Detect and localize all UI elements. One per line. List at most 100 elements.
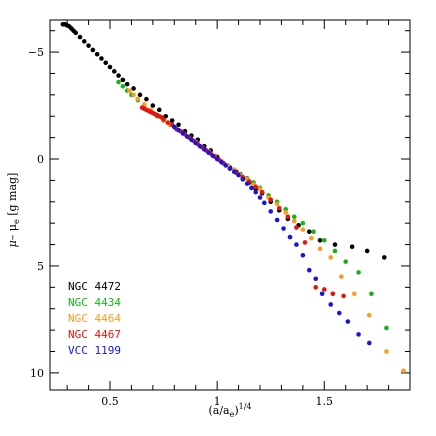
data-point [328, 255, 334, 260]
data-point [311, 229, 316, 235]
y-tick-label: 0 [37, 153, 44, 166]
data-point [341, 293, 346, 299]
data-point [150, 103, 156, 108]
data-points [60, 21, 406, 374]
series-vcc-1199 [171, 124, 372, 346]
y-axis-label-units: [g mag] [6, 173, 19, 220]
data-point [366, 340, 372, 346]
data-point [339, 274, 344, 279]
data-point [343, 259, 349, 264]
data-point [94, 51, 100, 57]
legend-entry: NGC 4467 [68, 328, 121, 341]
data-point [116, 73, 121, 78]
legend-entry: NGC 4434 [68, 296, 121, 309]
data-point [291, 218, 297, 224]
data-point [244, 181, 250, 186]
series-ngc-4472 [60, 21, 387, 260]
data-point [321, 287, 327, 292]
data-point [300, 220, 306, 226]
data-point [356, 332, 361, 337]
data-point [356, 270, 361, 275]
x-axis-label: (a/ae)1/4 [208, 402, 251, 419]
data-point [137, 92, 143, 98]
data-point [120, 84, 126, 89]
data-point [259, 189, 265, 195]
y-tick-labels: −5 0 5 10 [28, 46, 44, 380]
data-point [300, 227, 306, 232]
data-point [176, 122, 181, 128]
svg-text:μ– μe [g mag]: μ– μe [g mag] [6, 173, 21, 248]
legend-entry: NGC 4464 [68, 312, 121, 325]
data-point [197, 143, 203, 149]
x-axis-label-base: (a/a [208, 404, 230, 417]
y-axis-label-minus: – μ [6, 224, 19, 240]
data-point [306, 229, 312, 235]
y-tick-label: 5 [37, 260, 44, 273]
data-point [236, 172, 241, 178]
data-point [77, 34, 83, 40]
data-point [366, 312, 372, 318]
data-point [81, 39, 87, 44]
data-point [73, 30, 79, 36]
data-point [214, 156, 220, 162]
data-point [227, 166, 233, 171]
data-point [111, 69, 117, 74]
data-point [107, 64, 113, 70]
data-point [161, 117, 166, 122]
data-point [369, 291, 374, 297]
data-point [384, 349, 389, 354]
data-point [306, 267, 312, 273]
data-point [184, 134, 190, 139]
data-point [302, 240, 308, 245]
data-point [345, 319, 351, 324]
data-point [313, 276, 319, 282]
data-point [317, 246, 323, 252]
data-point [300, 252, 306, 258]
data-point [156, 107, 162, 113]
data-point [384, 325, 389, 331]
data-point [120, 77, 126, 83]
x-tick-label: 1.5 [316, 395, 334, 408]
data-point [126, 88, 132, 93]
data-point [336, 310, 342, 316]
x-axis-label-close: ) [234, 404, 238, 417]
data-point [294, 225, 299, 230]
data-point [180, 131, 186, 136]
data-point [381, 255, 387, 260]
data-point [285, 214, 291, 220]
data-point [268, 197, 274, 202]
data-point [328, 302, 334, 307]
data-point [313, 285, 319, 290]
data-point [274, 217, 280, 223]
data-point [193, 140, 199, 146]
data-point [210, 153, 216, 159]
series-ngc-4464 [126, 88, 406, 374]
axis-ticks [50, 20, 410, 390]
data-point [332, 248, 338, 254]
data-point [276, 205, 282, 211]
x-tick-labels: 0.5 1 1.5 [101, 395, 333, 408]
data-point [261, 200, 267, 206]
data-point [253, 184, 259, 190]
data-point [274, 201, 280, 207]
data-point [219, 159, 224, 165]
data-point [401, 368, 406, 374]
data-point [351, 291, 357, 297]
x-axis-label-sup: 1/4 [239, 402, 252, 411]
y-tick-label: −5 [28, 46, 44, 59]
data-point [317, 237, 323, 243]
data-point [116, 79, 121, 85]
data-point [189, 137, 194, 143]
data-point [281, 226, 286, 231]
data-point [131, 92, 136, 98]
data-point [135, 96, 141, 102]
data-point [321, 237, 327, 243]
data-point [131, 86, 136, 91]
plot-frame [49, 19, 411, 391]
data-point [144, 96, 149, 102]
data-point [86, 43, 91, 48]
data-point [349, 244, 355, 250]
data-point [201, 147, 207, 152]
y-axis-label-sub: e [12, 219, 21, 224]
